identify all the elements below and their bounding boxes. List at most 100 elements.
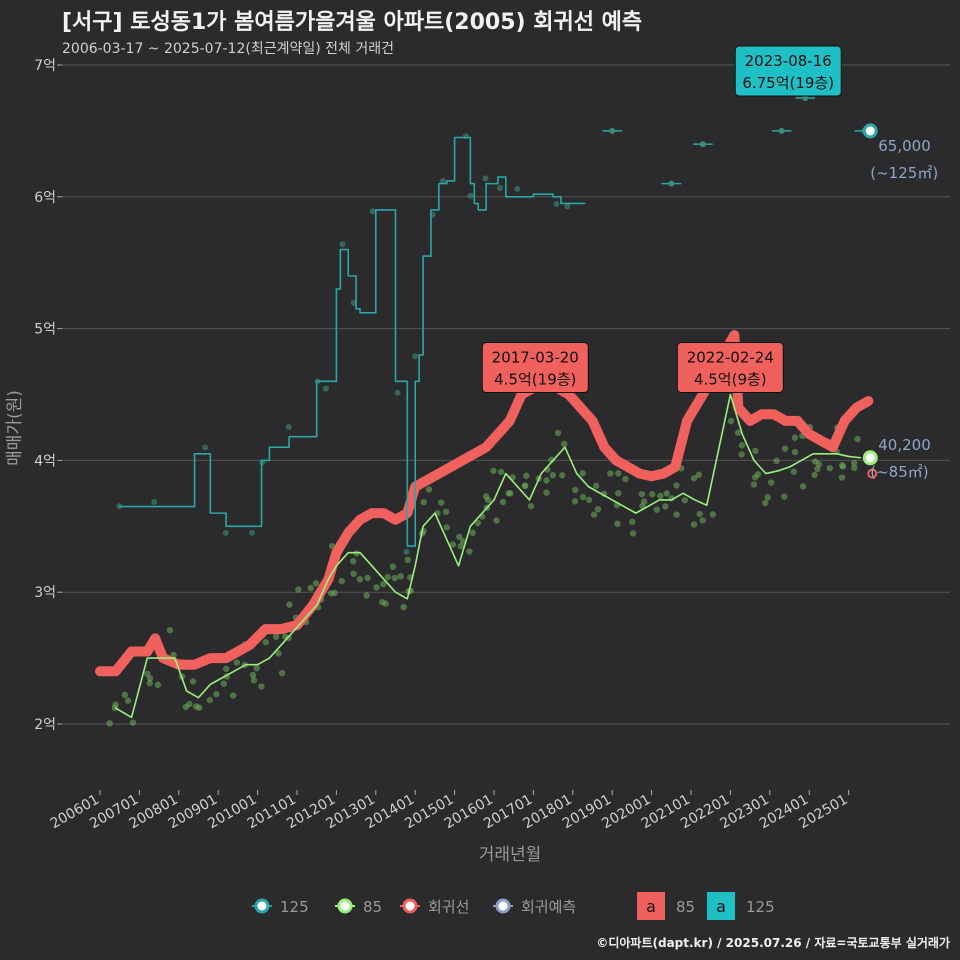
legend-swatch-glyph: a — [716, 897, 726, 916]
scatter-point-85 — [378, 599, 386, 606]
scatter-point-125 — [564, 203, 571, 210]
scatter-point-85 — [363, 592, 370, 599]
scatter-point-125 — [699, 141, 706, 148]
scatter-point-85 — [523, 472, 530, 479]
scatter-point-85 — [278, 669, 286, 677]
y-tick-label: 6억 — [34, 190, 56, 206]
scatter-point-85 — [356, 576, 364, 583]
y-tick-label: 2억 — [34, 717, 56, 733]
y-tick-label: 4억 — [34, 453, 56, 469]
end-area-label: (~85㎡) — [870, 463, 928, 481]
scatter-point-85 — [590, 511, 598, 518]
end-value-label: 65,000 — [878, 137, 931, 155]
annotation-callout: 2023-08-16 6.75억(19층) — [734, 45, 842, 97]
scatter-point-85 — [781, 445, 789, 452]
scatter-point-85 — [189, 678, 197, 685]
scatter-point-85 — [815, 460, 823, 468]
scatter-point-85 — [851, 464, 858, 472]
scatter-point-85 — [826, 465, 833, 472]
scatter-point-85 — [182, 703, 190, 711]
scatter-point-85 — [485, 496, 492, 504]
scatter-point-125 — [339, 241, 346, 248]
forecast-marker — [867, 468, 878, 479]
scatter-point-125 — [369, 208, 376, 215]
scatter-point-85 — [466, 548, 473, 555]
scatter-point-85 — [364, 574, 371, 582]
scatter-point-85 — [391, 574, 398, 582]
scatter-point-85 — [456, 533, 463, 540]
scatter-point-85 — [527, 502, 535, 510]
scatter-point-85 — [781, 493, 788, 500]
scatter-point-85 — [312, 580, 320, 587]
scatter-point-85 — [673, 482, 680, 489]
annotation-price: 4.5억(19층) — [494, 371, 576, 389]
chart-title: [서구] 토성동1가 봄여름가을겨울 아파트(2005) 회귀선 예측 — [62, 10, 643, 35]
scatter-point-85 — [389, 563, 397, 570]
annotation-price: 4.5억(9층) — [694, 371, 767, 389]
scatter-point-85 — [253, 665, 261, 672]
y-tick-label: 3억 — [34, 585, 56, 601]
annotation-box — [734, 45, 842, 97]
scatter-point-85 — [420, 499, 427, 506]
scatter-point-125 — [403, 548, 410, 555]
scatter-point-85 — [767, 479, 775, 486]
scatter-point-85 — [129, 719, 137, 726]
legend-swatch — [707, 892, 735, 920]
scatter-point-85 — [443, 524, 450, 531]
legend-box-item: a 125 — [707, 892, 775, 920]
scatter-point-85 — [579, 470, 586, 477]
series-85-line — [114, 393, 862, 719]
scatter-point-85 — [146, 675, 154, 682]
scatter-point-85 — [229, 692, 237, 699]
scatter-point-125 — [497, 185, 504, 192]
scatter-point-85 — [499, 498, 507, 506]
source-caption: ©디아파트(dapt.kr) / 2025.07.26 / 자료=국토교통부 실… — [596, 936, 950, 950]
scatter-point-85 — [220, 680, 227, 687]
scatter-point-85 — [561, 440, 568, 448]
scatter-point-85 — [457, 543, 464, 550]
scatter-point-125 — [248, 529, 255, 536]
y-tick-label: 7억 — [34, 58, 56, 74]
scatter-point-85 — [338, 577, 345, 585]
scatter-point-85 — [629, 518, 636, 526]
scatter-point-85 — [554, 429, 562, 437]
scatter-point-85 — [750, 481, 758, 488]
scatter-point-85 — [773, 457, 780, 465]
scatter-point-85 — [727, 417, 735, 425]
scatter-point-125 — [151, 498, 158, 505]
scatter-point-125 — [285, 424, 292, 431]
scatter-point-125 — [609, 127, 616, 134]
scatter-point-85 — [233, 659, 241, 666]
scatter-point-85 — [649, 491, 656, 498]
scatter-point-85 — [522, 482, 529, 489]
scatter-point-85 — [791, 448, 799, 456]
scatter-point-85 — [854, 435, 861, 443]
scatter-point-85 — [425, 486, 433, 493]
annotation-date: 2017-03-20 — [492, 349, 579, 367]
scatter-point-85 — [709, 511, 717, 518]
scatter-point-85 — [442, 508, 450, 515]
scatter-point-85 — [615, 470, 622, 477]
scatter-point-85 — [579, 493, 587, 501]
scatter-point-85 — [653, 506, 661, 513]
scatter-point-85 — [696, 510, 703, 518]
scatter-point-85 — [690, 521, 698, 528]
scatter-point-85 — [206, 696, 214, 704]
scatter-point-85 — [438, 499, 445, 506]
scatter-point-85 — [640, 498, 648, 505]
end-area-label: (~125㎡) — [870, 164, 938, 182]
scatter-point-85 — [397, 572, 404, 580]
scatter-point-85 — [490, 467, 497, 475]
scatter-point-85 — [249, 671, 257, 679]
legend-swatch-glyph: a — [646, 897, 656, 916]
legend-marker — [402, 898, 418, 914]
y-tick-label: 5억 — [34, 322, 56, 338]
legend-item: 125 — [252, 898, 309, 916]
legend-label: 85 — [676, 898, 695, 916]
scatter-point-85 — [272, 633, 280, 640]
scatter-point-125 — [553, 200, 560, 207]
legend-label: 85 — [363, 898, 382, 916]
scatter-point-85 — [764, 494, 771, 501]
scatter-point-85 — [850, 459, 858, 467]
